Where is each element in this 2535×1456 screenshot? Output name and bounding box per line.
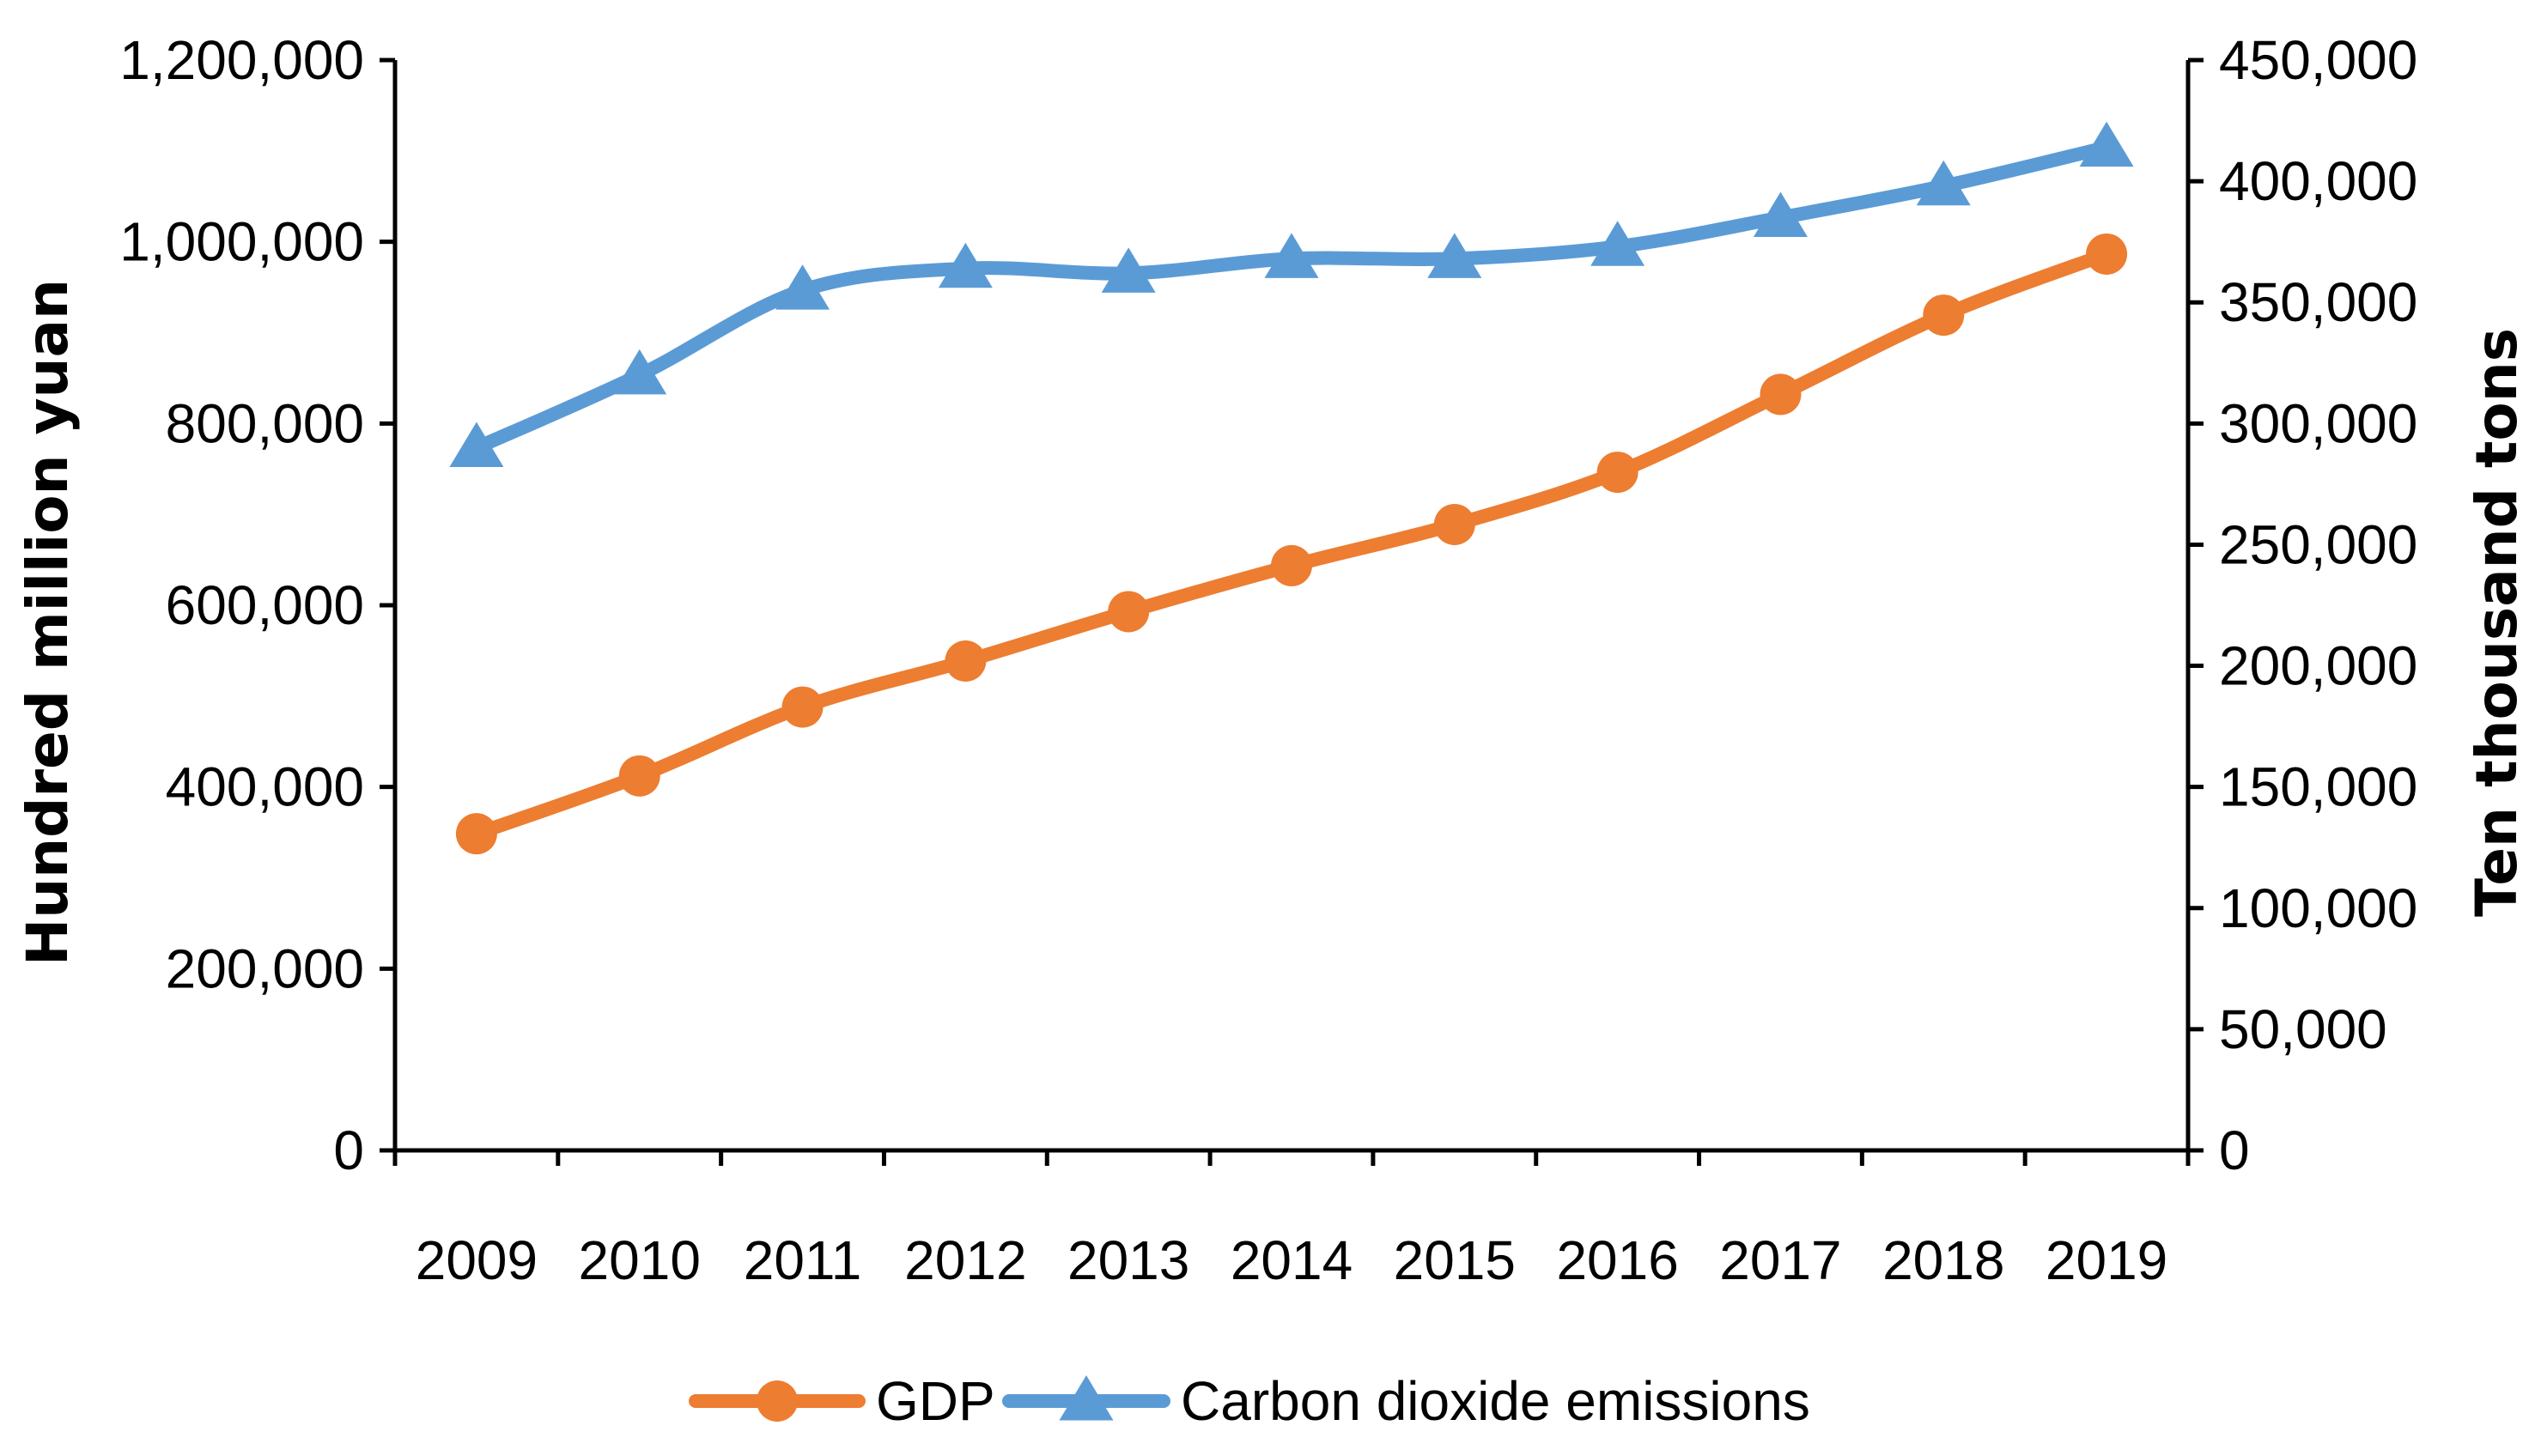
x-tick-label: 2009 <box>416 1229 538 1291</box>
left-axis-ticks: 0 200,000 400,000 600,000 800,000 1,000,000 1,… <box>119 29 395 1181</box>
legend-marker-gdp <box>757 1380 798 1422</box>
x-tick-label: 2016 <box>1556 1229 1678 1291</box>
right-tick-label: 100,000 <box>2219 877 2417 939</box>
data-point-carbon-dioxide-emissions <box>775 264 830 310</box>
x-axis-ticks: 2009 2010 2011 2012 2013 2014 2015 2016 2017 2018… <box>392 1150 2191 1291</box>
left-axis-title: Hundred million yuan <box>15 279 81 966</box>
right-axis-ticks: 0 50,000 100,000 150,000 200,000 250,000 300,0… <box>2188 29 2417 1181</box>
data-point-gdp <box>1596 452 1638 494</box>
data-point-gdp <box>455 813 497 855</box>
data-point-gdp <box>1108 591 1150 633</box>
data-point-carbon-dioxide-emissions <box>1427 233 1482 278</box>
right-tick-label: 250,000 <box>2219 513 2417 575</box>
x-tick-label: 2011 <box>744 1229 862 1291</box>
series-line-carbon-dioxide-emissions <box>469 140 2114 455</box>
data-point-carbon-dioxide-emissions <box>938 242 993 288</box>
data-point-carbon-dioxide-emissions <box>1916 160 1971 206</box>
data-point-carbon-dioxide-emissions <box>1264 233 1319 278</box>
series-line-gdp <box>469 246 2114 841</box>
right-axis-title: Ten thousand tons <box>2464 328 2530 917</box>
data-point-gdp <box>618 755 660 797</box>
legend-item-carbon-dioxide-emissions: Carbon dioxide emissions <box>1002 1370 1810 1432</box>
series-layer <box>449 121 2134 855</box>
legend: GDP Carbon dioxide emissions <box>689 1370 1810 1432</box>
axes <box>392 60 2191 1153</box>
left-tick-label: 800,000 <box>166 392 364 454</box>
left-tick-label: 600,000 <box>166 574 364 636</box>
data-point-gdp <box>1433 503 1475 545</box>
right-tick-label: 150,000 <box>2219 756 2417 818</box>
left-tick-label: 200,000 <box>166 937 364 999</box>
x-tick-label: 2010 <box>579 1229 701 1291</box>
legend-label-gdp: GDP <box>876 1370 995 1432</box>
right-tick-label: 350,000 <box>2219 271 2417 333</box>
x-tick-label: 2013 <box>1067 1229 1189 1291</box>
data-point-carbon-dioxide-emissions <box>1101 247 1156 293</box>
data-point-gdp <box>1760 373 1802 416</box>
data-point-carbon-dioxide-emissions <box>612 349 667 395</box>
legend-item-gdp: GDP <box>689 1370 995 1432</box>
data-point-gdp <box>1271 544 1312 586</box>
left-tick-label: 0 <box>333 1119 364 1181</box>
data-point-carbon-dioxide-emissions <box>449 422 504 468</box>
x-tick-label: 2017 <box>1719 1229 1841 1291</box>
left-tick-label: 1,200,000 <box>119 29 364 91</box>
right-tick-label: 300,000 <box>2219 392 2417 454</box>
data-point-carbon-dioxide-emissions <box>1753 191 1808 237</box>
data-point-gdp <box>1923 294 1965 337</box>
legend-marker-carbon-dioxide-emissions <box>1059 1375 1114 1421</box>
data-point-gdp <box>2086 233 2128 275</box>
x-tick-label: 2019 <box>2046 1229 2167 1291</box>
series-carbon-dioxide-emissions <box>449 121 2134 468</box>
data-point-carbon-dioxide-emissions <box>1590 221 1645 266</box>
x-tick-label: 2015 <box>1394 1229 1516 1291</box>
right-tick-label: 200,000 <box>2219 635 2417 697</box>
right-tick-label: 0 <box>2219 1119 2250 1181</box>
left-tick-label: 1,000,000 <box>119 211 364 273</box>
left-tick-label: 400,000 <box>166 756 364 818</box>
right-tick-label: 50,000 <box>2219 998 2387 1060</box>
x-tick-label: 2014 <box>1231 1229 1353 1291</box>
data-point-gdp <box>945 640 987 682</box>
right-tick-label: 400,000 <box>2219 150 2417 212</box>
legend-label-carbon-dioxide-emissions: Carbon dioxide emissions <box>1181 1370 1810 1432</box>
data-point-gdp <box>781 686 824 728</box>
series-gdp <box>455 233 2128 855</box>
data-point-carbon-dioxide-emissions <box>2079 121 2134 167</box>
x-tick-label: 2012 <box>904 1229 1026 1291</box>
x-tick-label: 2018 <box>1882 1229 2004 1291</box>
right-tick-label: 450,000 <box>2219 29 2417 91</box>
